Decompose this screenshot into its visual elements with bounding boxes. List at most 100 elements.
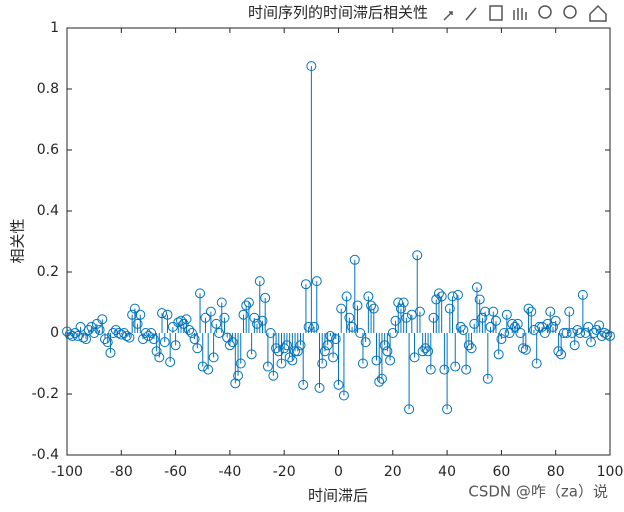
stem-marker bbox=[395, 303, 406, 314]
stem-marker bbox=[466, 343, 477, 354]
stem-marker bbox=[602, 329, 613, 340]
stem-marker bbox=[317, 358, 328, 369]
stem-marker bbox=[444, 303, 455, 314]
brush-icon[interactable] bbox=[465, 7, 477, 21]
stem-marker bbox=[319, 346, 330, 357]
stem-marker bbox=[108, 328, 119, 338]
stem-marker bbox=[197, 361, 208, 372]
stem-marker bbox=[306, 61, 317, 72]
stem-marker bbox=[401, 312, 412, 323]
stem-marker bbox=[344, 312, 355, 323]
stem-marker bbox=[523, 303, 534, 314]
stem-marker bbox=[165, 356, 176, 367]
stem-marker bbox=[233, 370, 244, 381]
stem-marker bbox=[140, 328, 151, 338]
stem-marker bbox=[357, 358, 368, 369]
export-icon[interactable] bbox=[443, 11, 453, 21]
stem-marker bbox=[230, 378, 241, 389]
pan-icon[interactable] bbox=[513, 8, 527, 20]
stem-marker bbox=[94, 324, 105, 335]
stem-marker bbox=[67, 331, 78, 342]
stem-marker bbox=[507, 318, 518, 329]
stem-marker bbox=[203, 364, 214, 375]
stem-marker bbox=[176, 315, 187, 326]
stem-marker bbox=[556, 349, 567, 360]
stem-marker bbox=[146, 328, 157, 338]
stem-marker bbox=[512, 318, 523, 329]
stem-marker bbox=[208, 352, 219, 363]
stem-marker bbox=[509, 321, 520, 332]
zoom-out-icon[interactable] bbox=[563, 5, 577, 19]
stem-marker bbox=[504, 328, 515, 338]
stem-marker bbox=[480, 306, 491, 317]
stem-marker bbox=[162, 309, 173, 320]
stem-marker bbox=[605, 331, 615, 342]
stem-marker bbox=[537, 321, 548, 332]
stem-marker bbox=[303, 321, 314, 332]
stem-marker bbox=[520, 344, 531, 355]
stem-marker bbox=[254, 276, 265, 287]
stem-marker bbox=[482, 373, 493, 384]
stem-marker bbox=[64, 329, 75, 340]
stem-marker bbox=[192, 343, 203, 354]
stem-marker bbox=[219, 312, 230, 323]
x-tick-label: -100 bbox=[51, 464, 83, 480]
stem-marker bbox=[81, 334, 92, 345]
stem-marker bbox=[349, 254, 360, 265]
toolbar bbox=[438, 2, 624, 24]
stem-marker bbox=[341, 291, 352, 302]
y-tick-label: 0.2 bbox=[37, 264, 59, 280]
stem-marker bbox=[138, 334, 149, 345]
stem-marker bbox=[531, 358, 542, 369]
stem-marker bbox=[366, 300, 377, 311]
stem-marker bbox=[276, 358, 287, 369]
home-icon[interactable] bbox=[589, 4, 607, 22]
stem-marker bbox=[547, 321, 558, 332]
stem-marker bbox=[195, 288, 206, 299]
stem-marker bbox=[268, 370, 279, 381]
stem-marker bbox=[328, 352, 339, 363]
x-tick-label: -60 bbox=[164, 464, 187, 480]
stem-marker bbox=[385, 355, 396, 366]
stem-marker bbox=[314, 382, 325, 393]
stem-marker bbox=[252, 318, 263, 329]
stem-marker bbox=[585, 337, 596, 348]
toolbar-bg bbox=[438, 2, 624, 24]
stem-marker bbox=[281, 340, 292, 351]
stem-marker bbox=[325, 331, 336, 342]
stem-marker bbox=[100, 334, 111, 345]
axes-box bbox=[66, 27, 611, 456]
y-axis-label: 相关性 bbox=[9, 218, 27, 263]
stem-marker bbox=[347, 321, 358, 332]
stem-marker bbox=[127, 309, 138, 320]
stem-marker bbox=[143, 331, 154, 342]
stem-marker bbox=[553, 346, 564, 357]
stem-marker bbox=[287, 355, 298, 366]
stem-marker bbox=[398, 297, 409, 308]
stem-marker bbox=[355, 328, 366, 338]
stem-marker bbox=[154, 352, 165, 363]
stem-marker bbox=[181, 314, 192, 325]
stem-marker bbox=[485, 321, 496, 332]
stem-marker bbox=[241, 300, 252, 311]
stem-marker bbox=[580, 328, 591, 338]
stem-marker bbox=[414, 306, 425, 317]
stem-marker bbox=[471, 282, 482, 293]
stem-marker bbox=[121, 331, 132, 342]
x-tick-label: 60 bbox=[492, 464, 510, 480]
zoom-in-icon[interactable] bbox=[538, 5, 552, 19]
stem-marker bbox=[330, 334, 341, 345]
stem-marker bbox=[97, 314, 108, 325]
stem-marker bbox=[450, 361, 461, 372]
datatip-icon[interactable] bbox=[489, 5, 503, 21]
stem-marker bbox=[132, 318, 143, 329]
stem-marker bbox=[423, 346, 434, 357]
stem-marker bbox=[433, 288, 444, 299]
stem-marker bbox=[238, 309, 249, 320]
x-tick-label: 20 bbox=[384, 464, 402, 480]
stem-marker bbox=[539, 328, 550, 338]
stem-marker bbox=[243, 297, 254, 308]
stem-marker bbox=[390, 315, 401, 326]
y-tick-label: 0.4 bbox=[37, 203, 59, 219]
